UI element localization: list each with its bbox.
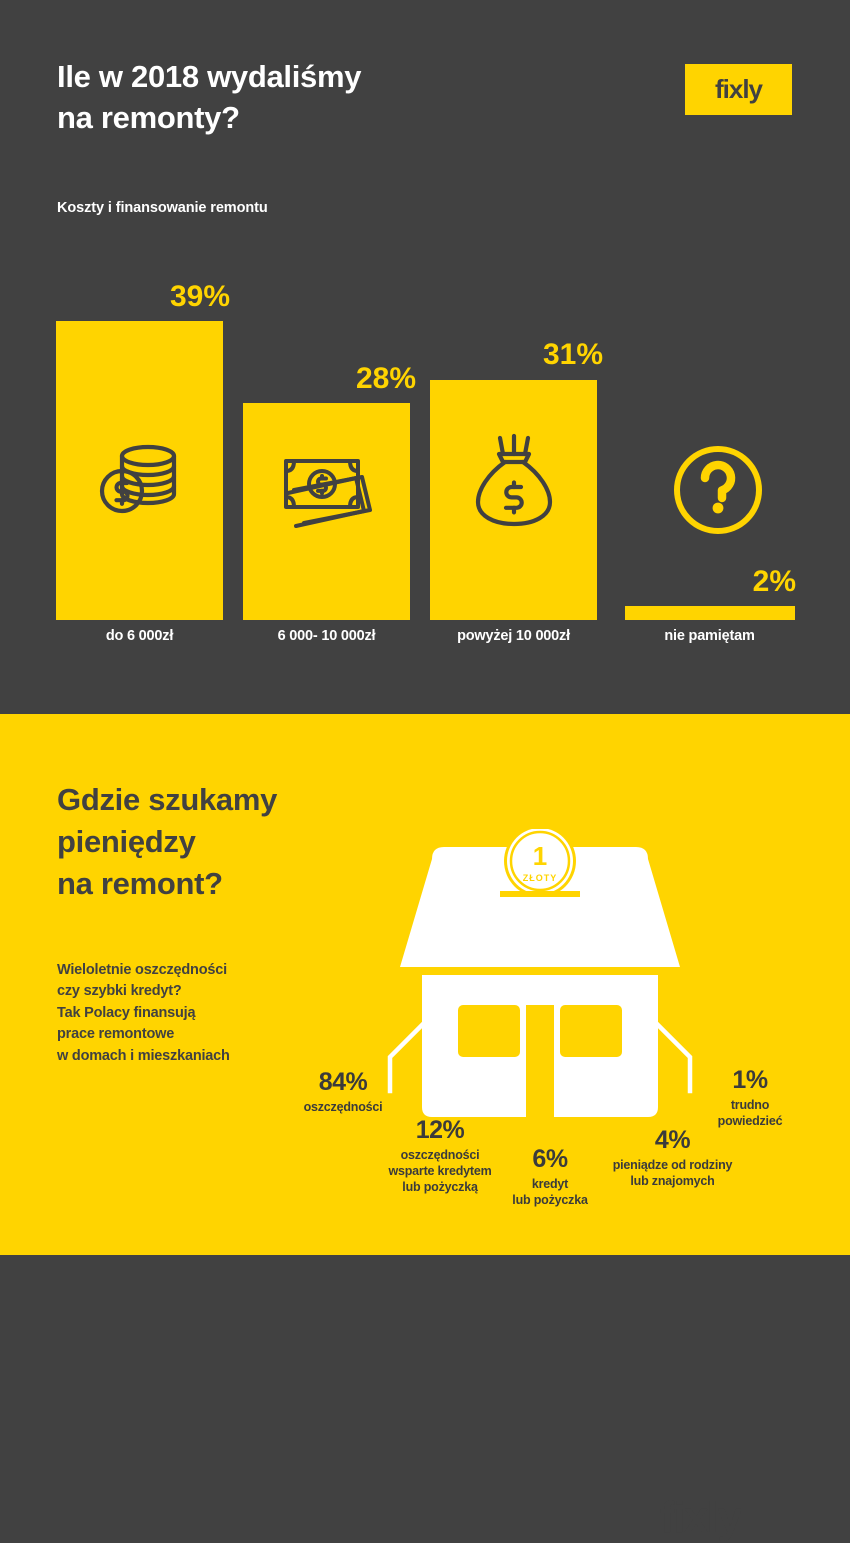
bar-2 (243, 403, 410, 620)
coin-value: 1 (533, 841, 547, 871)
section-body-text: Wieloletnie oszczędności czy szybki kred… (57, 962, 230, 1064)
bar-value-4: 2% (752, 565, 796, 598)
bar-value-2: 28% (355, 362, 416, 395)
section-costs: Ile w 2018 wydaliśmy na remonty? fixly K… (0, 0, 850, 714)
question-mark-icon (672, 444, 764, 536)
callout-12-label: oszczędności wsparte kredytem lub pożycz… (388, 1147, 492, 1194)
callout-1: 1% trudno powiedzieć (695, 1066, 805, 1129)
coin-unit: ZŁOTY (523, 873, 558, 883)
callout-6-label: kredyt lub pożyczka (512, 1176, 588, 1207)
house-illustration: 1 ZŁOTY (387, 829, 693, 1121)
fixly-logo-bottom: fixly (660, 1493, 742, 1542)
callout-4-label: pieniądze od rodziny lub znajomych (612, 1157, 733, 1188)
callout-6-value: 6% (532, 1145, 568, 1173)
callout-84-value: 84% (318, 1068, 368, 1096)
callout-4-value: 4% (654, 1126, 691, 1154)
bar-4 (625, 606, 795, 620)
bar-label-1: do 6 000zł (105, 628, 174, 644)
callout-84-label: oszczędności (303, 1099, 383, 1114)
callout-12-value: 12% (415, 1116, 465, 1144)
banknotes-icon (284, 459, 372, 528)
section-title: Gdzie szukamy pieniędzy na remont? (57, 782, 278, 901)
fixly-logo-top: fixly (685, 64, 792, 115)
bar-label-4: nie pamiętam (664, 628, 755, 644)
section-sources: Gdzie szukamy pieniędzy na remont? fixly… (0, 714, 850, 1542)
callout-1-label: trudno powiedzieć (717, 1097, 783, 1128)
bar-label-3: powyżej 10 000zł (457, 628, 570, 644)
page-title: Ile w 2018 wydaliśmy na remonty? (57, 59, 362, 136)
callout-4: 4% pieniądze od rodziny lub znajomych (595, 1126, 750, 1189)
chart-subtitle: Koszty i finansowanie remontu (57, 200, 268, 216)
bar-1 (56, 321, 223, 620)
bar-value-1: 39% (169, 280, 230, 313)
bar-label-2: 6 000- 10 000zł (277, 628, 376, 644)
bar-3 (430, 380, 597, 620)
fixly-logo-text: fixly (714, 74, 763, 104)
callout-1-value: 1% (732, 1066, 768, 1094)
callout-6: 6% kredyt lub pożyczka (495, 1145, 605, 1208)
money-bag-icon (475, 433, 553, 527)
callout-12: 12% oszczędności wsparte kredytem lub po… (372, 1116, 508, 1195)
callout-84: 84% oszczędności (288, 1068, 398, 1115)
bar-value-3: 31% (542, 338, 603, 371)
coins-icon (99, 444, 177, 514)
